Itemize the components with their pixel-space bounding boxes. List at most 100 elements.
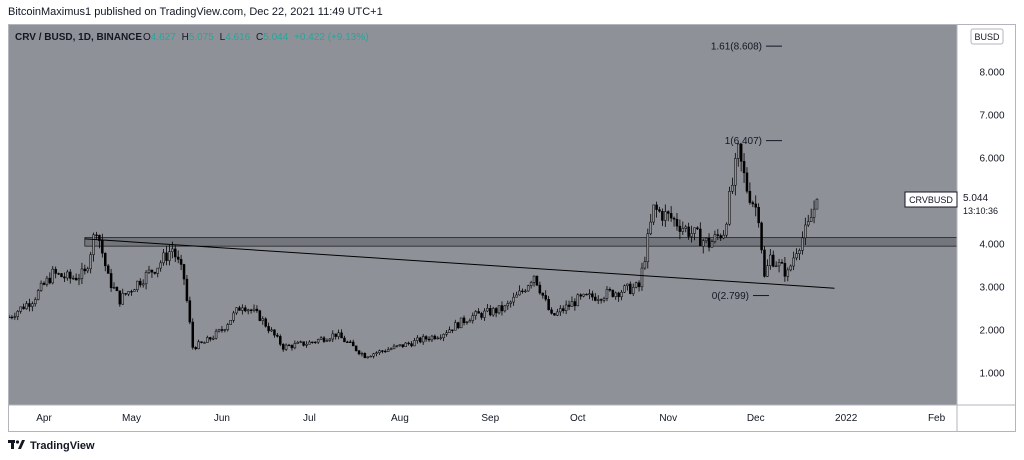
candle <box>185 275 189 303</box>
candle-body <box>363 353 367 359</box>
candle <box>372 352 375 359</box>
candle-body <box>812 208 816 218</box>
candle-body <box>159 262 162 269</box>
candle-body <box>430 335 434 341</box>
candle-body <box>462 317 466 324</box>
candle <box>407 341 410 346</box>
candle-body <box>366 356 370 359</box>
candle-body <box>112 286 116 289</box>
candle-body <box>118 290 122 305</box>
candle-body <box>454 322 457 331</box>
candle-body <box>124 293 127 295</box>
candle <box>725 222 728 238</box>
candle-body <box>25 303 28 310</box>
candle-body <box>620 291 623 298</box>
candle <box>194 346 197 351</box>
plot-area[interactable] <box>9 25 957 405</box>
candle <box>736 142 740 167</box>
candle <box>812 200 816 224</box>
candle <box>200 341 203 344</box>
candle <box>774 261 778 268</box>
candle-body <box>322 337 326 342</box>
candle-body <box>661 210 664 221</box>
y-tick-label: 8.000 <box>979 68 1004 79</box>
candle <box>614 291 617 300</box>
candle <box>719 233 722 242</box>
candlestick-chart[interactable]: 1.61(8.608) 1(6.407) 0(2.799) 8.000 7.000 6.… <box>9 25 1015 431</box>
high-value: 5.075 <box>189 32 214 43</box>
candle <box>203 341 206 344</box>
candle <box>182 263 186 286</box>
candle-body <box>404 342 407 347</box>
candle-body <box>675 218 679 227</box>
candle <box>433 334 437 341</box>
candle-body <box>211 337 215 340</box>
candle <box>410 341 413 348</box>
candle <box>497 305 501 315</box>
candle <box>197 339 200 350</box>
currency-badge[interactable]: BUSD <box>970 28 1004 45</box>
candle <box>780 259 784 264</box>
candle-body <box>223 329 227 331</box>
candle-body <box>766 265 769 277</box>
x-tick-label: 2022 <box>835 413 858 424</box>
x-tick-label: Sep <box>481 413 499 424</box>
candle <box>602 296 606 303</box>
candle <box>209 336 212 342</box>
candle-body <box>789 265 792 271</box>
candle <box>22 303 25 310</box>
candle <box>287 343 291 347</box>
candle <box>716 229 720 240</box>
candle <box>45 275 49 287</box>
candle-body <box>255 308 259 312</box>
candle-body <box>494 308 498 314</box>
candle-body <box>360 353 364 355</box>
candle <box>258 309 262 322</box>
candle <box>314 341 317 344</box>
candle <box>159 260 162 272</box>
candle <box>241 304 244 315</box>
candle-body <box>526 285 530 292</box>
candle-body <box>710 241 714 248</box>
candle <box>760 221 763 254</box>
candle-body <box>69 271 72 279</box>
candle <box>98 234 101 249</box>
candle <box>290 344 294 351</box>
candle-body <box>623 285 626 293</box>
candle-body <box>754 203 757 208</box>
candle-body <box>83 268 87 272</box>
candle-body <box>745 172 749 192</box>
candle-body <box>86 268 90 272</box>
candle <box>655 201 658 218</box>
chart-frame[interactable]: 1.61(8.608) 1(6.407) 0(2.799) 8.000 7.000 6.… <box>8 24 1016 432</box>
x-tick-label: Apr <box>36 413 52 424</box>
candle <box>529 280 533 289</box>
candle <box>424 335 428 342</box>
candle-body <box>311 341 314 344</box>
candle-body <box>693 227 696 234</box>
candle-body <box>704 237 708 242</box>
candle <box>748 182 752 205</box>
candle <box>255 305 259 313</box>
candle-body <box>115 286 119 292</box>
candle-body <box>305 343 308 346</box>
candle <box>486 304 489 313</box>
candle <box>273 329 276 338</box>
candle <box>141 279 145 288</box>
candle <box>579 293 582 300</box>
candle-body <box>349 341 352 343</box>
candle-body <box>728 191 731 225</box>
currency-badge-text: BUSD <box>974 32 1000 42</box>
candle-body <box>564 304 568 311</box>
candle-body <box>325 340 329 342</box>
candle-body <box>319 337 323 340</box>
candle <box>322 336 326 344</box>
candle <box>658 206 661 213</box>
candle <box>804 217 807 246</box>
candle-body <box>136 280 139 290</box>
candle <box>535 275 539 287</box>
y-tick-label: 1.000 <box>979 368 1004 379</box>
y-tick-label: 3.000 <box>979 282 1004 293</box>
candle <box>456 321 460 329</box>
candle-body <box>427 338 431 341</box>
